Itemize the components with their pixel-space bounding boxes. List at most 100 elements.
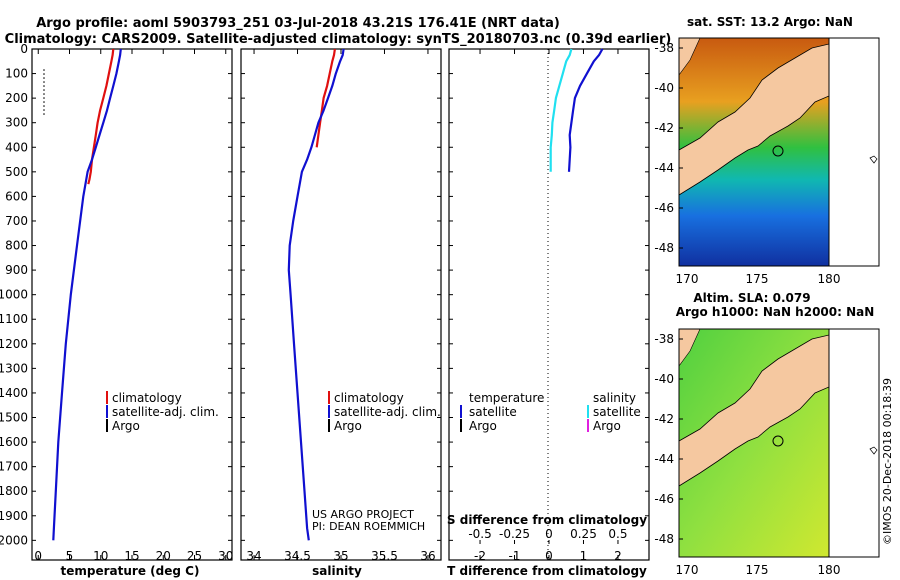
temperature-xlabel: temperature (deg C) bbox=[61, 564, 200, 578]
land-north-island bbox=[679, 334, 829, 487]
lon-tick-label: 175 bbox=[746, 272, 769, 286]
salinity-legend: climatology satellite-adj. clim. Argo bbox=[328, 391, 441, 433]
depth-tick-label: 900 bbox=[5, 263, 28, 277]
legend-label: climatology bbox=[112, 391, 182, 405]
depth-tick-label: 400 bbox=[5, 140, 28, 154]
sst-map bbox=[678, 37, 880, 267]
x-tick-label: 30 bbox=[218, 549, 233, 563]
land-north-island bbox=[679, 43, 829, 196]
dot-mark bbox=[43, 97, 45, 99]
legend-label: satellite-adj. clim. bbox=[334, 405, 441, 419]
depth-tick-label: 1800 bbox=[0, 484, 28, 498]
x-tick-label: 25 bbox=[187, 549, 202, 563]
legend-label: Argo bbox=[334, 419, 362, 433]
depth-tick-label: 1700 bbox=[0, 460, 28, 474]
land-north-tip bbox=[679, 38, 701, 76]
x-tick-label: 10 bbox=[93, 549, 108, 563]
dot-mark bbox=[43, 69, 45, 71]
credit-line-2: PI: DEAN ROEMMICH bbox=[312, 520, 425, 533]
t-difference-xlabel: T difference from climatology bbox=[447, 564, 647, 578]
sla-map-title-2: Argo h1000: NaN h2000: NaN bbox=[676, 305, 875, 319]
difference-panel bbox=[448, 48, 650, 561]
watermark: ©IMOS 20-Dec-2018 00:18:39 bbox=[881, 378, 894, 545]
dot-mark bbox=[43, 81, 45, 83]
series-satellite-adj-clim- bbox=[287, 48, 345, 541]
lat-tick-label: -46 bbox=[654, 492, 674, 506]
lat-tick-label: -44 bbox=[654, 161, 674, 175]
sla-map-extension bbox=[828, 328, 880, 558]
lat-tick-label: -48 bbox=[654, 241, 674, 255]
dot-mark bbox=[43, 93, 45, 95]
x-tick-label: -1 bbox=[509, 549, 521, 563]
temperature-panel bbox=[31, 48, 233, 561]
lon-tick-label: 175 bbox=[746, 563, 769, 577]
depth-tick-label: 1100 bbox=[0, 312, 28, 326]
s-tick-label: -0.25 bbox=[499, 527, 530, 541]
chatham-island bbox=[869, 446, 878, 455]
lat-tick-label: -42 bbox=[654, 121, 674, 135]
depth-tick-label: 100 bbox=[5, 67, 28, 81]
title-line-1: Argo profile: aoml 5903793_251 03-Jul-20… bbox=[36, 16, 560, 31]
series-satellite bbox=[567, 48, 604, 172]
x-tick-label: 35 bbox=[333, 549, 348, 563]
depth-axis: 0 100 200 300 400 500 600 700 800 900 1000 1100 1200… bbox=[0, 42, 28, 547]
sst-map-axes: -38 -40 -42 -44 -46 -48 170 175 180 bbox=[654, 41, 840, 286]
depth-tick-label: 0 bbox=[20, 42, 28, 56]
legend-label: satellite-adj. clim. bbox=[112, 405, 219, 419]
depth-tick-label: 1400 bbox=[0, 386, 28, 400]
s-difference-xlabel: S difference from climatology bbox=[447, 513, 647, 527]
lat-tick-label: -42 bbox=[654, 412, 674, 426]
depth-tick-label: 600 bbox=[5, 189, 28, 203]
x-tick-label: 0 bbox=[545, 549, 553, 563]
lon-tick-label: 180 bbox=[818, 563, 841, 577]
lon-tick-label: 180 bbox=[818, 272, 841, 286]
lat-tick-label: -40 bbox=[654, 372, 674, 386]
x-tick-label: 34 bbox=[246, 549, 261, 563]
argo-location-marker bbox=[772, 145, 784, 157]
lat-tick-label: -38 bbox=[654, 41, 674, 55]
legend-label: Argo bbox=[112, 419, 140, 433]
depth-tick-label: 200 bbox=[5, 91, 28, 105]
depth-tick-label: 2000 bbox=[0, 533, 28, 547]
depth-tick-label: 1900 bbox=[0, 509, 28, 523]
profile-lines bbox=[43, 48, 604, 541]
series-climatology bbox=[87, 48, 115, 185]
x-tick-label: 20 bbox=[156, 549, 171, 563]
difference-legend-salinity: salinity satellite Argo bbox=[587, 391, 641, 433]
credit-line-1: US ARGO PROJECT bbox=[312, 508, 414, 521]
depth-tick-label: 1300 bbox=[0, 361, 28, 375]
dot-mark bbox=[43, 89, 45, 91]
salinity-panel bbox=[240, 48, 442, 561]
s-tick-label: 0.5 bbox=[608, 527, 627, 541]
lat-tick-label: -40 bbox=[654, 81, 674, 95]
x-tick-label: 15 bbox=[124, 549, 139, 563]
title-line-2: Climatology: CARS2009. Satellite-adjuste… bbox=[5, 32, 672, 47]
dot-mark bbox=[43, 85, 45, 87]
argo-location-marker bbox=[772, 435, 784, 447]
legend-label: satellite bbox=[593, 405, 641, 419]
dot-mark bbox=[43, 105, 45, 107]
legend-label: Argo bbox=[593, 419, 621, 433]
land-north-tip bbox=[679, 329, 701, 367]
s-tick-label: 0 bbox=[545, 527, 553, 541]
sla-map-axes: -38 -40 -42 -44 -46 -48 170 175 180 bbox=[654, 332, 840, 577]
dot-mark bbox=[43, 73, 45, 75]
series-satellite-adj-clim- bbox=[52, 48, 122, 541]
x-tick-label: 36 bbox=[420, 549, 435, 563]
series-satellite-salinity bbox=[549, 48, 573, 172]
x-tick-label: 5 bbox=[66, 549, 74, 563]
depth-tick-label: 1200 bbox=[0, 337, 28, 351]
x-tick-label: 2 bbox=[614, 549, 622, 563]
difference-legend-temperature: temperature satellite Argo bbox=[460, 391, 544, 433]
dot-mark bbox=[43, 77, 45, 79]
legend-heading: salinity bbox=[593, 391, 636, 405]
x-tick-label: -2 bbox=[474, 549, 486, 563]
depth-tick-label: 1600 bbox=[0, 435, 28, 449]
temperature-legend: climatology satellite-adj. clim. Argo bbox=[106, 391, 219, 433]
lat-tick-label: -38 bbox=[654, 332, 674, 346]
lon-tick-label: 170 bbox=[676, 563, 699, 577]
salinity-xlabel: salinity bbox=[312, 564, 362, 578]
dot-mark bbox=[43, 113, 45, 115]
legend-label: climatology bbox=[334, 391, 404, 405]
